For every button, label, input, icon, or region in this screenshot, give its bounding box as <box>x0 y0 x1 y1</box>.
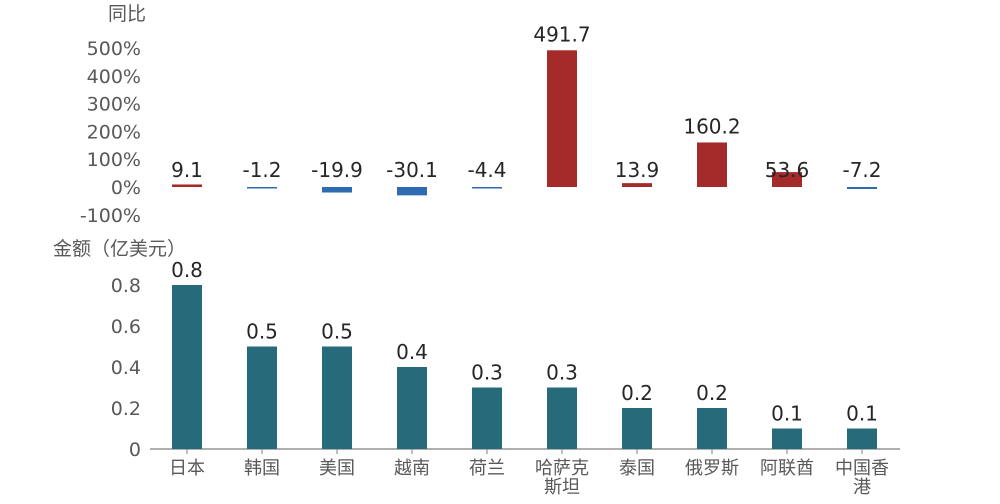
top-y-tick-label: 100% <box>87 149 141 171</box>
bottom-data-label: 0.1 <box>846 402 878 426</box>
top-y-tick-label: 200% <box>87 121 141 143</box>
bottom-y-tick-label: 0.2 <box>111 398 141 420</box>
top-bar <box>772 172 802 187</box>
bottom-bar <box>247 346 277 449</box>
bottom-data-label: 0.4 <box>396 340 428 364</box>
top-y-tick-label: 500% <box>87 38 141 60</box>
top-data-label: -7.2 <box>842 158 881 182</box>
top-bar <box>397 187 427 196</box>
top-bar <box>247 187 277 189</box>
bottom-y-tick-label: 0 <box>129 439 141 461</box>
bottom-bar <box>847 428 877 449</box>
top-y-tick-label: 400% <box>87 66 141 88</box>
x-category-label: 阿联酋 <box>760 458 814 479</box>
bottom-bar <box>622 408 652 449</box>
bottom-data-label: 0.5 <box>321 320 353 344</box>
top-bar <box>322 187 352 193</box>
top-bar <box>172 184 202 187</box>
bottom-data-label: 0.5 <box>246 320 278 344</box>
bottom-y-axis-title: 金额（亿美元） <box>53 238 186 260</box>
x-category-label: 日本 <box>169 458 205 479</box>
x-category-label: 美国 <box>319 458 355 479</box>
bottom-y-tick-label: 0.6 <box>111 316 141 338</box>
top-y-tick-label: 300% <box>87 94 141 116</box>
top-data-label: 491.7 <box>533 22 590 46</box>
x-category-label: 斯坦 <box>544 477 580 498</box>
top-bar <box>697 142 727 187</box>
top-data-label: 53.6 <box>765 158 810 182</box>
bottom-bar <box>172 285 202 449</box>
bottom-bar <box>697 408 727 449</box>
top-bar <box>847 187 877 190</box>
x-category-label: 越南 <box>394 458 430 479</box>
bottom-y-tick-label: 0.8 <box>111 275 141 297</box>
bottom-bar <box>322 346 352 449</box>
x-category-label: 泰国 <box>619 458 655 479</box>
top-bar <box>472 187 502 189</box>
bottom-data-label: 0.8 <box>171 258 203 282</box>
bottom-data-label: 0.3 <box>471 361 503 385</box>
x-category-label: 中国香 <box>835 458 889 479</box>
top-data-label: -4.4 <box>467 158 506 182</box>
x-category-label: 韩国 <box>244 458 280 479</box>
top-data-label: -19.9 <box>311 158 363 182</box>
bottom-data-label: 0.1 <box>771 402 803 426</box>
top-y-tick-label: 0% <box>111 177 141 199</box>
bottom-data-label: 0.2 <box>696 381 728 405</box>
bottom-data-label: 0.2 <box>621 381 653 405</box>
x-category-label: 荷兰 <box>469 458 505 479</box>
top-data-label: 9.1 <box>171 158 203 182</box>
x-category-label: 哈萨克 <box>535 458 589 479</box>
top-y-axis-title: 同比 <box>108 3 146 25</box>
bottom-bar <box>397 367 427 449</box>
top-bar <box>547 50 577 187</box>
top-data-label: 160.2 <box>683 114 740 138</box>
top-data-label: -30.1 <box>386 158 438 182</box>
bottom-data-label: 0.3 <box>546 361 578 385</box>
top-data-label: 13.9 <box>615 158 660 182</box>
x-category-label: 俄罗斯 <box>685 458 739 479</box>
bottom-bar <box>772 428 802 449</box>
bottom-bar <box>547 387 577 449</box>
bottom-y-tick-label: 0.4 <box>111 357 141 379</box>
top-bar <box>622 183 652 187</box>
bottom-bar <box>472 387 502 449</box>
top-data-label: -1.2 <box>242 158 281 182</box>
top-y-tick-label: -100% <box>80 205 141 227</box>
x-category-label: 港 <box>853 477 871 498</box>
